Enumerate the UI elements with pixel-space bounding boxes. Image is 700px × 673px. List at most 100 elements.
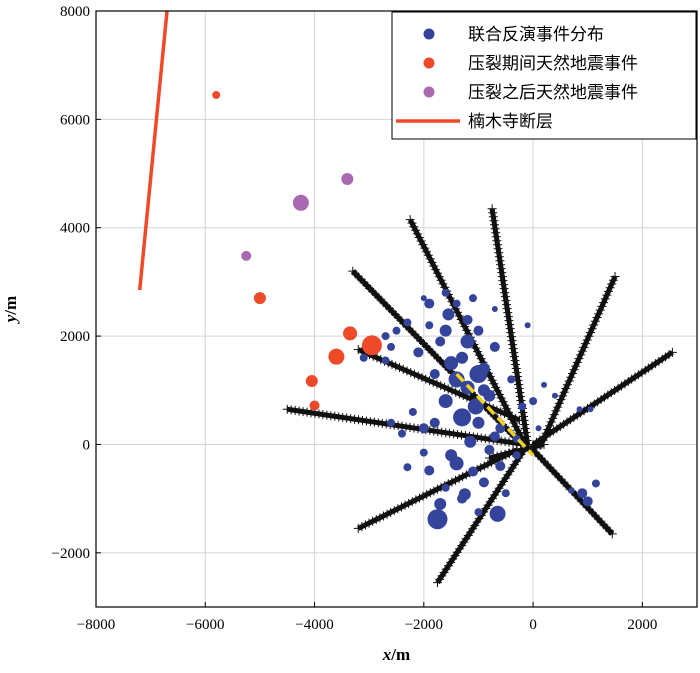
joint-event-point — [489, 431, 500, 442]
joint-event-point — [495, 461, 506, 472]
y-axis-symbol: y — [1, 314, 20, 324]
joint-event-point — [524, 322, 531, 329]
during-frac-event-point — [212, 90, 221, 99]
joint-event-point — [464, 435, 477, 448]
joint-event-point — [448, 371, 465, 388]
joint-event-point — [403, 318, 412, 327]
x-tick-label: −2000 — [405, 617, 443, 633]
x-tick-label: 0 — [529, 617, 537, 633]
joint-event-point — [568, 487, 575, 494]
station-markers — [536, 271, 620, 449]
legend-label: 楠木寺断层 — [468, 112, 553, 131]
station-line — [405, 215, 530, 449]
joint-event-point — [474, 508, 483, 517]
legend-item: 压裂之后天然地震事件 — [423, 83, 638, 102]
legend-item: 联合反演事件分布 — [423, 25, 604, 44]
joint-event-point — [424, 298, 435, 309]
joint-event-point — [591, 479, 600, 488]
joint-event-point — [587, 406, 594, 413]
station-markers — [528, 347, 677, 449]
joint-event-point — [441, 288, 450, 297]
x-tick-labels: −8000 −6000 −4000 −2000 0 2000 — [77, 602, 657, 633]
after-frac-event-point — [241, 250, 252, 261]
joint-event-point — [484, 444, 495, 455]
y-tick-label: 8000 — [60, 4, 90, 20]
legend-label: 联合反演事件分布 — [468, 25, 604, 44]
y-tick-label: 2000 — [60, 329, 90, 345]
joint-events-layer — [359, 288, 600, 530]
plot-frame — [95, 10, 698, 608]
joint-event-point — [518, 402, 527, 411]
y-axis-unit: m — [1, 296, 20, 310]
joint-event-point — [495, 423, 506, 434]
joint-event-point — [551, 392, 558, 399]
station-line — [484, 439, 549, 463]
joint-event-point — [408, 407, 417, 416]
joint-event-point — [444, 356, 459, 371]
y-axis-slash: / — [1, 310, 20, 316]
legend-marker-dot — [423, 57, 435, 69]
x-axis-slash: / — [390, 645, 396, 664]
joint-event-point — [472, 416, 485, 429]
joint-event-point — [467, 398, 484, 415]
station-line — [536, 271, 620, 449]
x-axis-unit: m — [396, 645, 410, 664]
joint-event-point — [392, 326, 401, 335]
station-markers — [528, 445, 617, 539]
legend-box — [391, 11, 697, 140]
after-frac-event-point — [341, 172, 354, 185]
during-frac-event-point — [305, 375, 318, 388]
joint-event-point — [468, 294, 477, 303]
joint-event-point — [529, 397, 538, 406]
joint-event-point — [418, 423, 429, 434]
joint-event-point — [413, 347, 424, 358]
joint-event-point — [457, 493, 468, 504]
joint-event-point — [501, 489, 510, 498]
joint-event-point — [453, 408, 472, 427]
after-frac-event-point — [292, 194, 309, 211]
x-axis-label: x/m — [382, 645, 410, 664]
station-line — [528, 347, 677, 449]
joint-event-point — [507, 375, 516, 384]
after-frac-events-layer — [241, 172, 354, 261]
joint-event-point — [429, 369, 440, 380]
joint-event-point — [419, 448, 428, 457]
during-frac-event-point — [343, 326, 358, 341]
legend-marker-dot — [423, 86, 435, 98]
joint-event-point — [512, 451, 521, 460]
during-frac-event-point — [253, 292, 266, 305]
y-tick-label: −2000 — [52, 546, 90, 562]
legend-marker-dot — [423, 28, 435, 40]
station-line — [432, 439, 533, 588]
joint-event-point — [456, 351, 469, 364]
joint-event-point — [460, 334, 475, 349]
well-track — [455, 372, 535, 457]
x-axis-symbol: x — [382, 645, 392, 664]
joint-event-point — [467, 466, 478, 477]
y-tick-label: 6000 — [60, 112, 90, 128]
during-frac-event-point — [328, 348, 345, 365]
x-tick-label: −4000 — [295, 617, 333, 633]
joint-event-point — [462, 314, 473, 325]
joint-event-point — [489, 505, 506, 522]
station-line-core — [538, 275, 618, 446]
joint-event-point — [359, 353, 368, 362]
x-tick-label: −8000 — [77, 617, 115, 633]
legend-label: 压裂之后天然地震事件 — [468, 83, 638, 102]
y-tick-labels: −2000 0 2000 4000 6000 8000 — [52, 4, 101, 562]
joint-event-point — [387, 418, 396, 427]
during-frac-event-point — [309, 400, 320, 411]
fault-line — [137, 10, 169, 291]
joint-event-point — [442, 308, 455, 321]
well-track-layer — [455, 372, 535, 457]
legend-label: 压裂期间天然地震事件 — [468, 54, 638, 73]
joint-event-point — [420, 295, 427, 302]
fault-line-layer — [137, 10, 169, 291]
joint-event-point — [387, 342, 396, 351]
station-markers — [484, 439, 549, 463]
joint-event-point — [424, 465, 435, 476]
